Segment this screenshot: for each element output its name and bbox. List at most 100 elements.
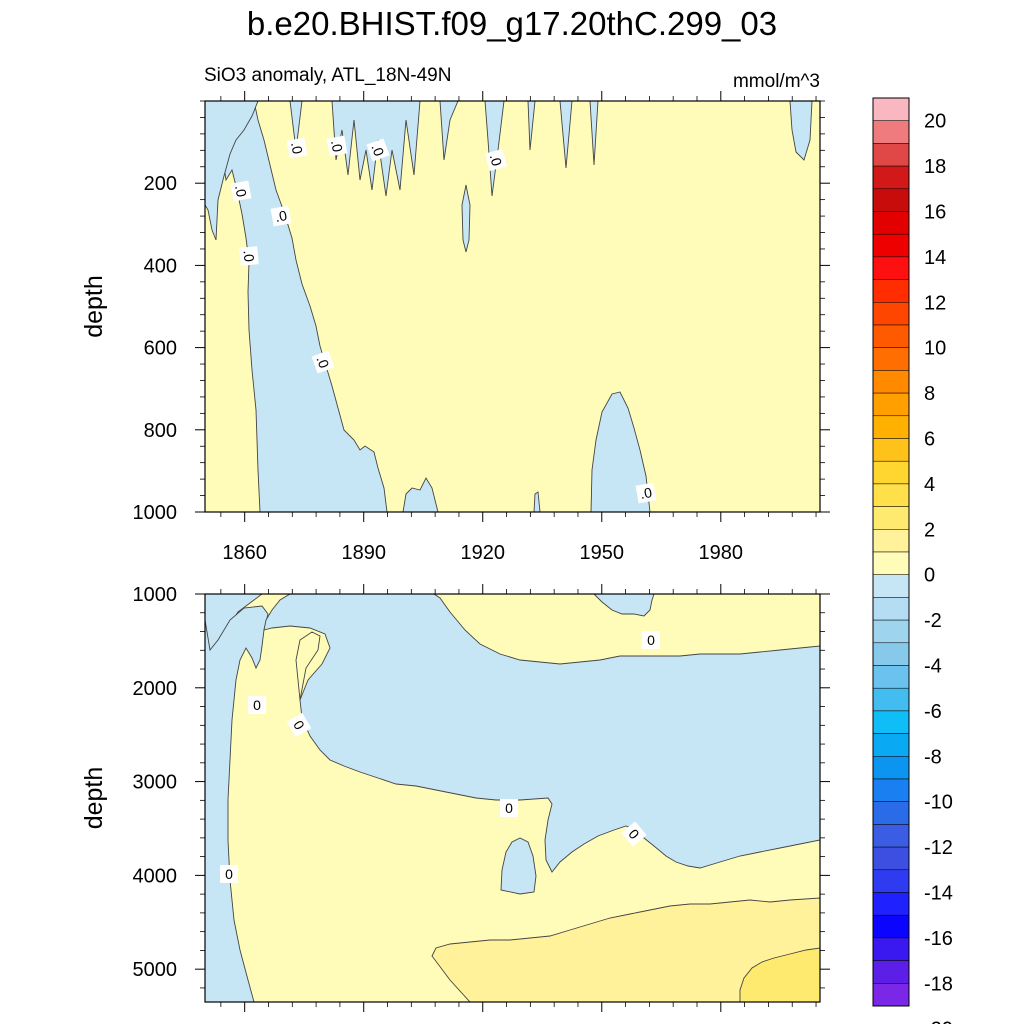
contour-label-text: 0: [253, 697, 261, 713]
colorbar-swatch: [872, 370, 910, 394]
contour-label-text: .0: [368, 142, 387, 159]
y-tick-label: 4000: [133, 865, 178, 887]
colorbar-frame: [872, 97, 910, 1007]
contour-label-text: .0: [274, 207, 288, 225]
x-tick-label: 1920: [460, 542, 505, 564]
contour-label-box: [286, 712, 312, 738]
contour-label-text: 0: [647, 632, 655, 648]
units-label: mmol/m^3: [733, 71, 820, 92]
lower-panel: 0 0 0 0 0 0 1000 2000 3000 4000 5000 depth: [80, 584, 830, 1012]
contour-label-box: [635, 482, 657, 504]
contour-label: .0: [270, 205, 292, 227]
contour-label-box: [500, 799, 518, 817]
chart-subtitle: SiO3 anomaly, ATL_18N-49N: [204, 65, 451, 86]
colorbar-label: -8: [924, 746, 942, 768]
colorbar-swatch: [872, 97, 910, 121]
contour-label-box: [311, 350, 335, 374]
upper-contour-labels: .0 .0 .0 .0 .0 .0 .0 .0 .0: [230, 135, 657, 504]
colorbar-swatch: [872, 143, 910, 167]
contour-label: .0: [230, 180, 252, 202]
x-tick-label: 1980: [699, 542, 744, 564]
contour-label: .0: [311, 350, 335, 374]
y-tick-label: 600: [144, 338, 177, 360]
colorbar-swatch: [872, 233, 910, 258]
colorbar-swatch: [872, 778, 910, 802]
colorbar-label: 16: [924, 202, 946, 224]
colorbar-label: -16: [924, 928, 953, 950]
colorbar-swatch: [872, 914, 910, 939]
colorbar-label: -4: [924, 656, 942, 678]
contour-label-box: [286, 137, 308, 159]
lower-plot-frame: [204, 593, 821, 1003]
colorbar-label: 10: [924, 338, 946, 360]
upper-negative-surface-left: [204, 100, 259, 241]
upper-panel: .0 .0 .0 .0 .0 .0 .0 .0 .0 1860 1890 1920 1950 1980 2…: [80, 91, 830, 564]
contour-label-text: 0: [225, 866, 233, 882]
colorbar: 20181614121086420-2-4-6-8-10-12-14-16-18…: [872, 97, 953, 1024]
colorbar-label: 14: [924, 247, 946, 269]
colorbar-label: -12: [924, 837, 953, 859]
colorbar-swatch: [872, 302, 910, 326]
chart-title: b.e20.BHIST.f09_g17.20thC.299_03: [247, 5, 777, 42]
colorbar-label: -14: [924, 883, 953, 905]
y-tick-label: 5000: [133, 959, 178, 981]
colorbar-swatch: [872, 824, 910, 848]
colorbar-swatch: [872, 710, 910, 734]
colorbar-swatch: [872, 597, 910, 621]
upper-negative-spike-1: [461, 184, 471, 253]
contour-label: .0: [286, 137, 308, 159]
colorbar-swatch: [872, 642, 910, 666]
contour-label: .0: [484, 148, 508, 172]
colorbar-swatch: [872, 506, 910, 530]
contour-label-box: [484, 148, 508, 172]
x-tick-label: 1950: [580, 542, 625, 564]
contour-label: 0: [248, 696, 266, 714]
lower-negative-inner-patch: [295, 631, 321, 701]
colorbar-swatch: [872, 256, 910, 280]
colorbar-swatch: [872, 869, 910, 893]
lower-negative-island: [500, 837, 537, 895]
colorbar-swatch: [872, 188, 910, 212]
contour-label: .0: [366, 138, 390, 162]
x-tick-label: 1860: [222, 542, 267, 564]
colorbar-swatch: [872, 892, 910, 916]
contour-label-text: .0: [288, 141, 306, 155]
lower-contour-labels: 0 0 0 0 0 0: [220, 631, 660, 883]
contour-label-text: .0: [487, 152, 506, 168]
contour-label: 0: [500, 799, 518, 817]
colorbar-swatch: [872, 574, 910, 598]
colorbar-swatch: [872, 801, 910, 825]
colorbar-label: 20: [924, 111, 946, 133]
y-tick-label: 200: [144, 173, 177, 195]
lower-negative-main: [263, 593, 821, 873]
colorbar-label: 0: [924, 565, 935, 587]
colorbar-swatch: [872, 165, 910, 190]
contour-label-box: [270, 205, 292, 227]
colorbar-swatch: [872, 347, 910, 371]
colorbar-swatch: [872, 937, 910, 961]
y-axis-label: depth: [80, 767, 108, 830]
y-tick-label: 800: [144, 420, 177, 442]
colorbar-label: -20: [924, 1019, 953, 1024]
colorbar-label: -6: [924, 701, 942, 723]
contour-label-box: [621, 821, 647, 847]
contour-label-text: .0: [241, 249, 258, 262]
y-tick-label: 3000: [133, 772, 178, 794]
upper-negative-region-main: [205, 100, 388, 513]
contour-label-box: [239, 246, 259, 266]
colorbar-swatch: [872, 665, 910, 689]
colorbar-label: -2: [924, 610, 942, 632]
contour-label: 0: [642, 631, 660, 649]
upper-negative-bottom-1: [402, 477, 439, 513]
colorbar-label: 12: [924, 292, 946, 314]
contour-label-text: 0: [505, 800, 513, 816]
contour-label-text: .0: [232, 184, 250, 198]
colorbar-label: 2: [924, 519, 935, 541]
colorbar-swatch: [872, 960, 910, 984]
colorbar-swatch: [872, 120, 910, 144]
x-tick-label: 1890: [341, 542, 386, 564]
upper-negative-bottom-3: [590, 391, 651, 513]
contour-label-box: [326, 135, 348, 157]
y-tick-label: 2000: [133, 678, 178, 700]
